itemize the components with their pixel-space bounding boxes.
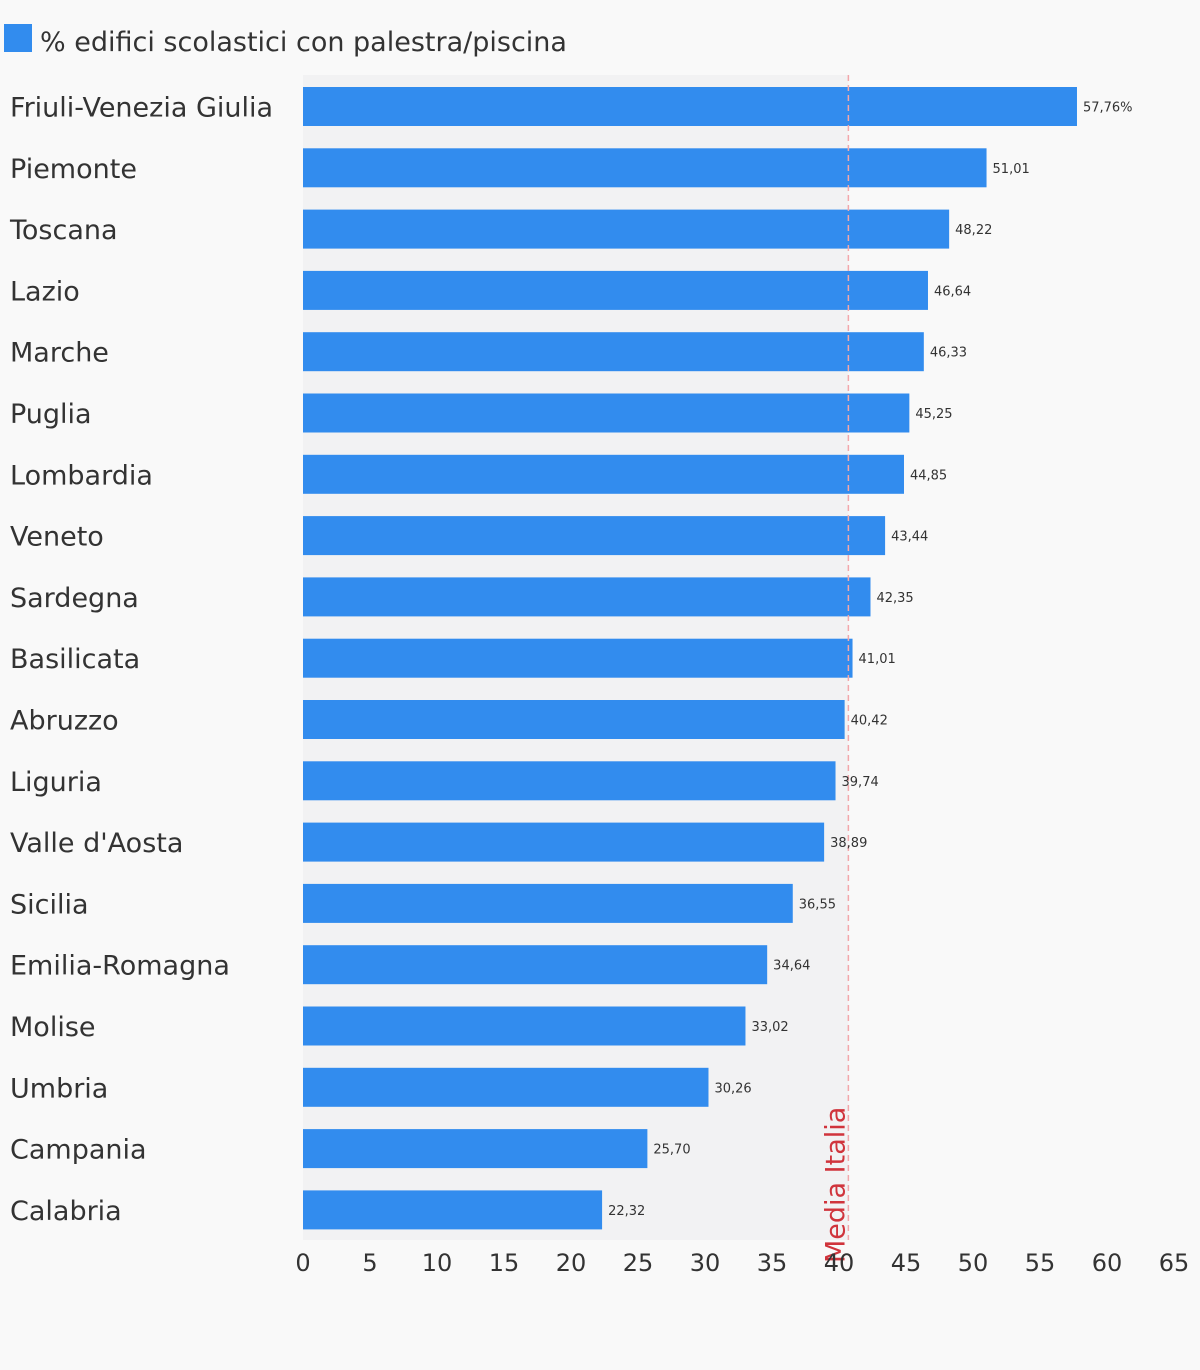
category-label: Marche bbox=[10, 338, 109, 369]
data-label: 34,64 bbox=[773, 959, 810, 974]
bar bbox=[303, 700, 845, 739]
category-label: Campania bbox=[10, 1135, 147, 1166]
category-label: Sardegna bbox=[10, 583, 139, 614]
bar bbox=[303, 454, 904, 494]
category-labels: Friuli-Venezia Giulia Piemonte Toscana Lazi… bbox=[9, 93, 273, 1227]
x-axis-ticks: 0 5 10 15 20 25 30 35 40 45 50 55 60 65 bbox=[295, 1249, 1189, 1277]
category-label: Puglia bbox=[10, 399, 92, 430]
category-label: Calabria bbox=[10, 1196, 122, 1227]
x-tick-label: 40 bbox=[824, 1249, 855, 1277]
x-tick-label: 45 bbox=[891, 1249, 922, 1277]
x-tick-label: 35 bbox=[757, 1249, 788, 1277]
data-label: 57,76% bbox=[1083, 101, 1133, 116]
data-label: 48,22 bbox=[955, 223, 992, 238]
category-label: Sicilia bbox=[10, 889, 89, 920]
category-label: Umbria bbox=[10, 1073, 108, 1104]
data-label: 36,55 bbox=[799, 897, 836, 912]
data-label: 45,25 bbox=[915, 407, 952, 422]
legend-label: % edifici scolastici con palestra/piscin… bbox=[40, 27, 567, 58]
x-tick-label: 60 bbox=[1092, 1249, 1123, 1277]
bar bbox=[303, 1129, 648, 1169]
data-label: 22,32 bbox=[608, 1204, 645, 1219]
bar bbox=[303, 270, 928, 310]
x-tick-label: 55 bbox=[1025, 1249, 1056, 1277]
category-label: Liguria bbox=[10, 767, 102, 798]
data-label: 33,02 bbox=[751, 1020, 788, 1035]
x-tick-label: 0 bbox=[295, 1249, 310, 1277]
category-label: Abruzzo bbox=[10, 706, 119, 737]
data-label: 38,89 bbox=[830, 836, 867, 851]
bar bbox=[303, 1067, 709, 1107]
data-label: 51,01 bbox=[993, 162, 1030, 177]
data-label: 39,74 bbox=[842, 775, 879, 790]
data-label: 41,01 bbox=[859, 652, 896, 667]
category-label: Emilia-Romagna bbox=[10, 951, 230, 982]
category-label: Molise bbox=[10, 1012, 96, 1043]
data-label: 44,85 bbox=[910, 468, 947, 483]
bar bbox=[303, 577, 871, 617]
category-label: Veneto bbox=[10, 522, 104, 553]
bar bbox=[303, 393, 910, 433]
bar bbox=[303, 87, 1077, 126]
bar bbox=[303, 638, 853, 678]
bar bbox=[303, 945, 768, 985]
x-tick-label: 30 bbox=[690, 1249, 721, 1277]
x-tick-label: 5 bbox=[362, 1249, 377, 1277]
x-tick-label: 50 bbox=[958, 1249, 989, 1277]
data-label: 43,44 bbox=[891, 530, 928, 545]
bar bbox=[303, 148, 987, 188]
bar bbox=[303, 1006, 746, 1046]
legend-swatch bbox=[4, 24, 32, 52]
category-label: Lazio bbox=[10, 276, 80, 307]
data-label: 46,64 bbox=[934, 284, 971, 299]
x-tick-label: 25 bbox=[623, 1249, 654, 1277]
reference-line-group: Media Italia bbox=[820, 75, 851, 1263]
bar bbox=[303, 332, 924, 372]
data-label: 25,70 bbox=[653, 1143, 690, 1158]
bars-group bbox=[303, 87, 1077, 1230]
data-label: 46,33 bbox=[930, 346, 967, 361]
category-label: Piemonte bbox=[10, 154, 137, 185]
data-label: 30,26 bbox=[714, 1081, 751, 1096]
category-label: Valle d'Aosta bbox=[10, 828, 183, 859]
bar bbox=[303, 209, 950, 249]
category-label: Lombardia bbox=[10, 460, 153, 491]
bar bbox=[303, 516, 886, 556]
bar bbox=[303, 883, 793, 923]
x-tick-label: 10 bbox=[422, 1249, 453, 1277]
category-label: Friuli-Venezia Giulia bbox=[10, 93, 273, 124]
x-tick-label: 20 bbox=[556, 1249, 587, 1277]
data-label: 42,35 bbox=[876, 591, 913, 606]
bar bbox=[303, 761, 836, 801]
x-tick-label: 65 bbox=[1159, 1249, 1190, 1277]
data-label: 40,42 bbox=[851, 714, 888, 729]
bar bbox=[303, 822, 825, 862]
legend: % edifici scolastici con palestra/piscin… bbox=[4, 24, 567, 58]
reference-line-label: Media Italia bbox=[820, 1107, 851, 1263]
data-labels: 57,76% 51,01 48,22 46,64 46,33 45,25 44,85 43,4… bbox=[608, 101, 1132, 1219]
category-label: Basilicata bbox=[10, 644, 140, 675]
category-label: Toscana bbox=[9, 215, 118, 246]
x-tick-label: 15 bbox=[489, 1249, 520, 1277]
bar bbox=[303, 1190, 603, 1230]
